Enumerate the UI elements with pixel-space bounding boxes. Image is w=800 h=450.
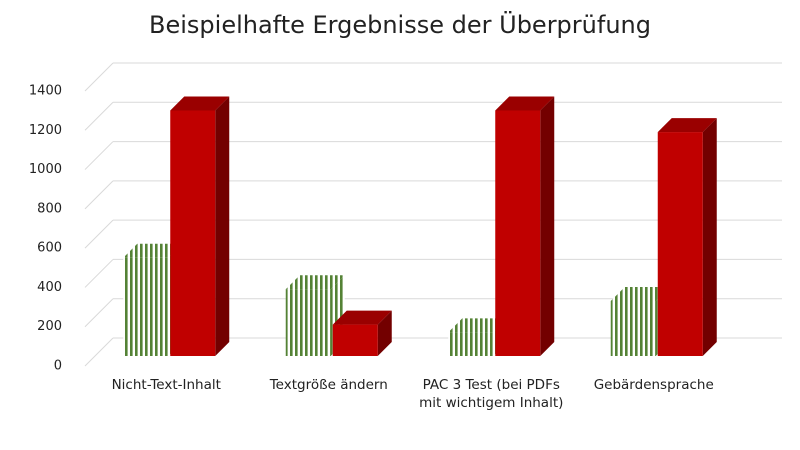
y-tick-label: 1200 — [29, 123, 62, 138]
bar-top — [170, 96, 230, 111]
bar — [332, 324, 378, 356]
bar-top — [285, 275, 345, 290]
bar — [495, 110, 541, 356]
bar-top — [448, 318, 508, 333]
bar-top — [610, 287, 670, 301]
grid-line — [84, 298, 114, 328]
grid-line — [84, 141, 114, 170]
bar-top — [332, 310, 392, 325]
y-tick-label: 1000 — [29, 162, 62, 177]
y-tick-label: 1400 — [29, 84, 62, 99]
bar — [448, 332, 494, 356]
y-tick-label: 0 — [54, 359, 62, 374]
bar-top — [657, 118, 717, 133]
bar-top — [123, 243, 183, 258]
y-tick-label: 800 — [37, 201, 62, 216]
y-tick-label: 600 — [37, 241, 62, 256]
x-tick-label: Gebärdensprache — [593, 377, 714, 393]
grid-line — [84, 259, 114, 288]
bar-side — [215, 96, 230, 356]
grid-line — [84, 219, 114, 249]
bar-top — [495, 96, 555, 111]
bar-side — [377, 310, 392, 356]
grid-line — [84, 180, 114, 210]
bar — [123, 257, 169, 356]
bar-side — [702, 118, 717, 356]
y-tick-label: 400 — [37, 280, 62, 295]
bar — [170, 110, 216, 356]
grid-line — [84, 101, 114, 131]
x-tick-label: Nicht-Text-Inhalt — [111, 377, 221, 393]
bar — [285, 289, 331, 356]
x-tick-label: Textgröße ändern — [269, 377, 388, 393]
x-tick-label: PAC 3 Test (bei PDFs mit wichtigem Inhal… — [419, 377, 564, 411]
bar — [657, 132, 703, 356]
y-tick-label: 200 — [37, 319, 62, 334]
grid-line — [84, 62, 114, 92]
bar — [610, 301, 656, 356]
bar-side — [540, 96, 555, 356]
grid-line — [84, 337, 114, 367]
chart-title: Beispielhafte Ergebnisse der Überprüfung — [149, 10, 651, 39]
